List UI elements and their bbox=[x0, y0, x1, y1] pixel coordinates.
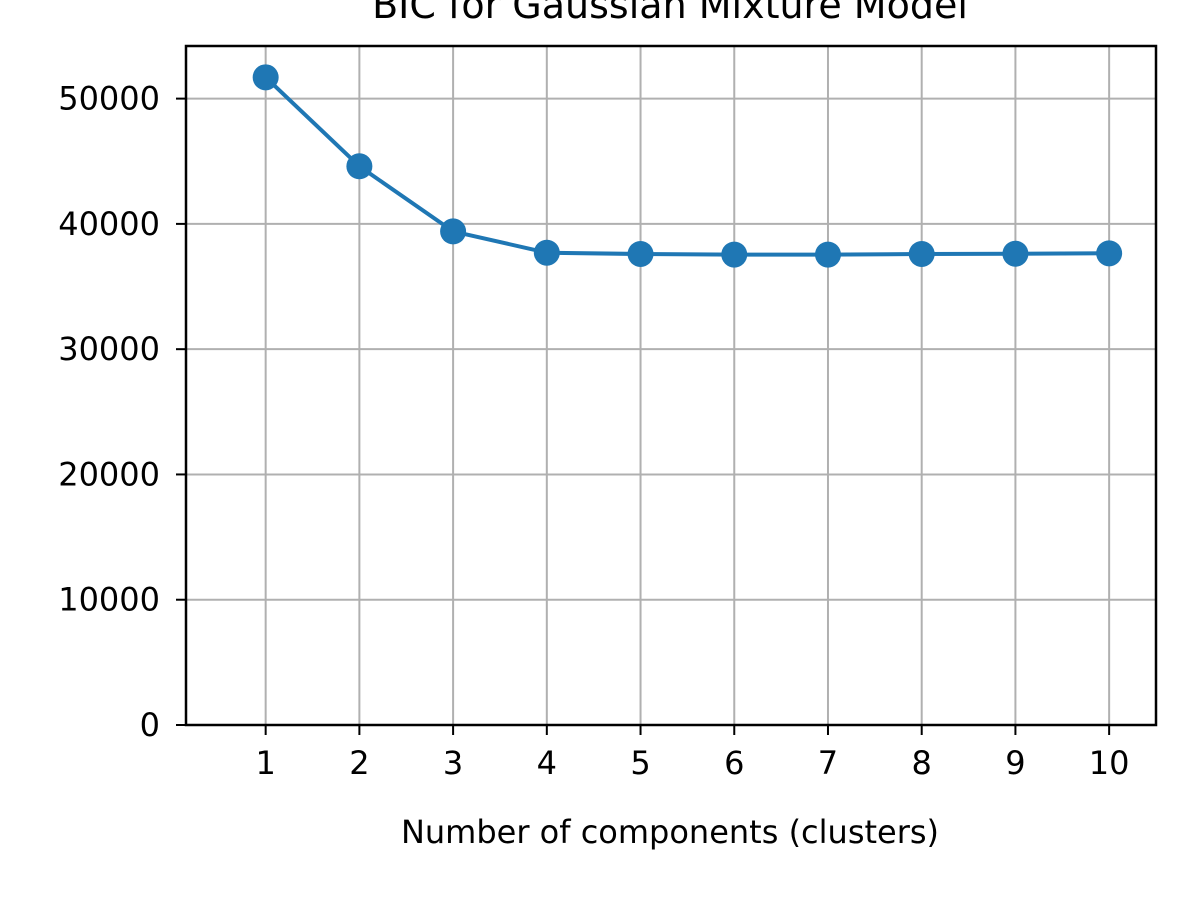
data-point bbox=[908, 240, 935, 267]
y-axis: 0 10000 20000 30000 40000 50000 bbox=[58, 80, 186, 744]
data-point bbox=[627, 240, 654, 267]
data-point bbox=[252, 64, 279, 91]
y-tick-label: 20000 bbox=[58, 455, 160, 493]
data-point bbox=[721, 241, 748, 268]
y-tick-label: 0 bbox=[140, 706, 160, 744]
data-point bbox=[1096, 240, 1123, 267]
y-tick-label: 30000 bbox=[58, 330, 160, 368]
y-tick-label: 50000 bbox=[58, 80, 160, 118]
series-line bbox=[264, 75, 1110, 257]
x-tick-label: 2 bbox=[349, 744, 369, 782]
grid bbox=[186, 46, 1156, 726]
data-point bbox=[1002, 240, 1029, 267]
data-point bbox=[346, 153, 373, 180]
x-tick-label: 4 bbox=[537, 744, 557, 782]
x-tick-label: 10 bbox=[1089, 744, 1130, 782]
x-axis-label: Number of components (clusters) bbox=[401, 813, 939, 851]
x-tick-label: 5 bbox=[630, 744, 650, 782]
chart-title: BIC for Gaussian Mixture Model bbox=[372, 0, 968, 27]
plot-frame bbox=[184, 44, 1158, 727]
x-tick-label: 7 bbox=[818, 744, 838, 782]
y-tick-label: 10000 bbox=[58, 581, 160, 619]
x-axis: 1 2 3 4 5 6 7 8 9 10 bbox=[255, 725, 1129, 782]
series-group bbox=[252, 64, 1123, 268]
x-tick-label: 3 bbox=[443, 744, 463, 782]
data-point bbox=[533, 239, 560, 266]
y-tick-label: 40000 bbox=[58, 205, 160, 243]
x-tick-label: 8 bbox=[912, 744, 932, 782]
data-point bbox=[814, 241, 841, 268]
x-tick-label: 1 bbox=[255, 744, 275, 782]
data-point bbox=[440, 218, 467, 245]
x-tick-label: 6 bbox=[724, 744, 744, 782]
x-tick-label: 9 bbox=[1005, 744, 1025, 782]
